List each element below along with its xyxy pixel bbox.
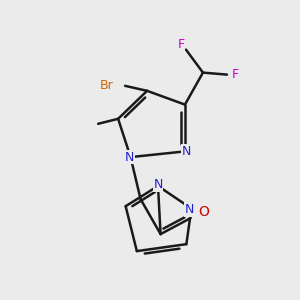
Text: N: N (185, 203, 194, 216)
Text: N: N (181, 145, 190, 158)
Text: F: F (177, 38, 184, 51)
Text: F: F (231, 68, 239, 81)
Text: Br: Br (99, 79, 113, 92)
Text: O: O (198, 205, 209, 219)
Text: N: N (153, 178, 163, 191)
Text: N: N (125, 151, 134, 164)
